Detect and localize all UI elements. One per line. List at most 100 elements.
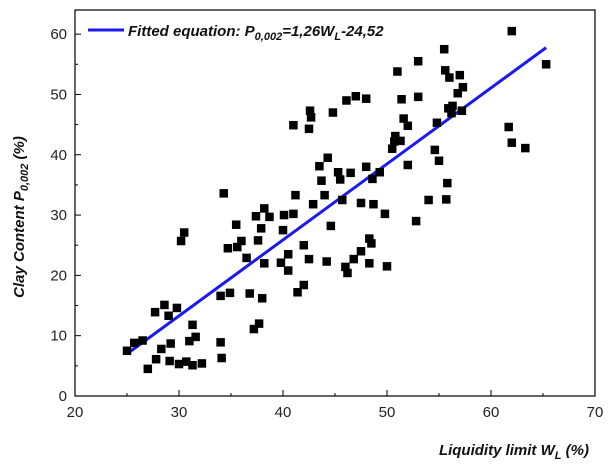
data-point — [157, 344, 166, 354]
data-point — [434, 156, 444, 166]
data-point — [356, 198, 366, 208]
data-point — [216, 291, 225, 301]
data-point — [289, 209, 298, 219]
y-tick-label: 20 — [50, 267, 67, 284]
data-point — [365, 259, 374, 268]
data-point — [217, 353, 226, 363]
data-point — [326, 221, 336, 231]
data-point — [361, 94, 371, 103]
data-point — [442, 195, 451, 204]
data-point — [260, 259, 269, 268]
data-point — [328, 108, 338, 117]
data-point — [265, 212, 274, 222]
data-point — [349, 254, 358, 264]
x-tick-label: 50 — [379, 404, 396, 421]
y-tick-label: 0 — [59, 388, 67, 405]
data-point — [342, 96, 351, 105]
data-point — [361, 162, 371, 172]
data-point — [256, 224, 266, 233]
data-point — [346, 168, 355, 178]
data-point — [188, 320, 197, 330]
data-point — [443, 178, 452, 188]
x-tick-label: 60 — [483, 404, 500, 421]
data-point — [242, 253, 251, 263]
data-point — [338, 195, 347, 205]
data-point — [333, 167, 343, 177]
data-point — [390, 137, 399, 146]
data-point — [458, 82, 468, 92]
data-point — [188, 360, 197, 370]
data-point — [245, 289, 254, 298]
data-point — [191, 332, 200, 342]
data-point — [160, 300, 169, 310]
data-point — [351, 91, 361, 101]
data-point — [504, 122, 513, 132]
data-point — [397, 95, 406, 104]
x-tick-label: 70 — [587, 404, 604, 421]
data-point — [430, 145, 440, 155]
data-point — [382, 262, 392, 271]
data-point — [457, 106, 467, 115]
data-point — [219, 189, 228, 198]
data-point — [424, 195, 433, 205]
data-point — [260, 204, 269, 213]
data-point — [367, 239, 376, 248]
data-point — [299, 280, 309, 290]
data-point — [305, 106, 315, 115]
data-point — [455, 70, 465, 80]
data-point — [453, 88, 462, 98]
axis-ticks: 20 30 40 50 60 70 0 10 20 30 40 50 60 — [50, 26, 603, 421]
x-tick-label: 40 — [275, 404, 292, 421]
data-point — [387, 144, 397, 153]
data-point — [315, 161, 324, 171]
data-point — [320, 190, 329, 200]
data-point — [231, 220, 241, 229]
data-point — [257, 294, 267, 303]
data-point — [308, 199, 318, 209]
x-tick-label: 20 — [67, 404, 84, 421]
data-point — [151, 354, 161, 364]
data-point — [375, 167, 384, 177]
data-point — [403, 121, 413, 131]
data-point — [413, 92, 423, 102]
data-point — [306, 113, 316, 122]
y-axis-title: Clay Content P0,002 (%) — [11, 136, 31, 298]
data-point — [393, 67, 402, 76]
data-point — [380, 209, 390, 219]
data-point — [182, 357, 191, 366]
data-point — [138, 336, 147, 345]
y-tick-label: 60 — [50, 26, 67, 43]
data-point — [174, 359, 184, 369]
data-point — [130, 338, 139, 348]
data-point — [440, 66, 450, 75]
data-point — [403, 160, 413, 170]
data-point — [293, 288, 302, 297]
data-point — [432, 118, 442, 128]
data-point — [507, 138, 517, 147]
data-point — [291, 190, 300, 200]
data-point — [356, 247, 366, 256]
data-point — [172, 303, 182, 313]
data-point — [322, 257, 331, 266]
data-point — [368, 174, 377, 184]
data-point — [251, 212, 261, 221]
data-point — [439, 44, 449, 54]
data-point — [237, 236, 246, 246]
data-point — [541, 60, 551, 69]
data-point — [399, 114, 408, 123]
data-point — [507, 26, 517, 36]
data-point — [166, 339, 175, 348]
data-point — [185, 336, 194, 346]
data-point — [317, 176, 326, 185]
data-point — [254, 319, 264, 328]
data-point — [225, 288, 235, 298]
data-point — [447, 108, 456, 118]
data-point — [304, 124, 314, 134]
y-tick-label: 50 — [50, 86, 67, 103]
data-point — [232, 242, 242, 252]
data-point — [197, 359, 207, 368]
data-point — [223, 243, 233, 253]
y-tick-label: 10 — [50, 328, 67, 345]
data-point — [165, 356, 174, 366]
